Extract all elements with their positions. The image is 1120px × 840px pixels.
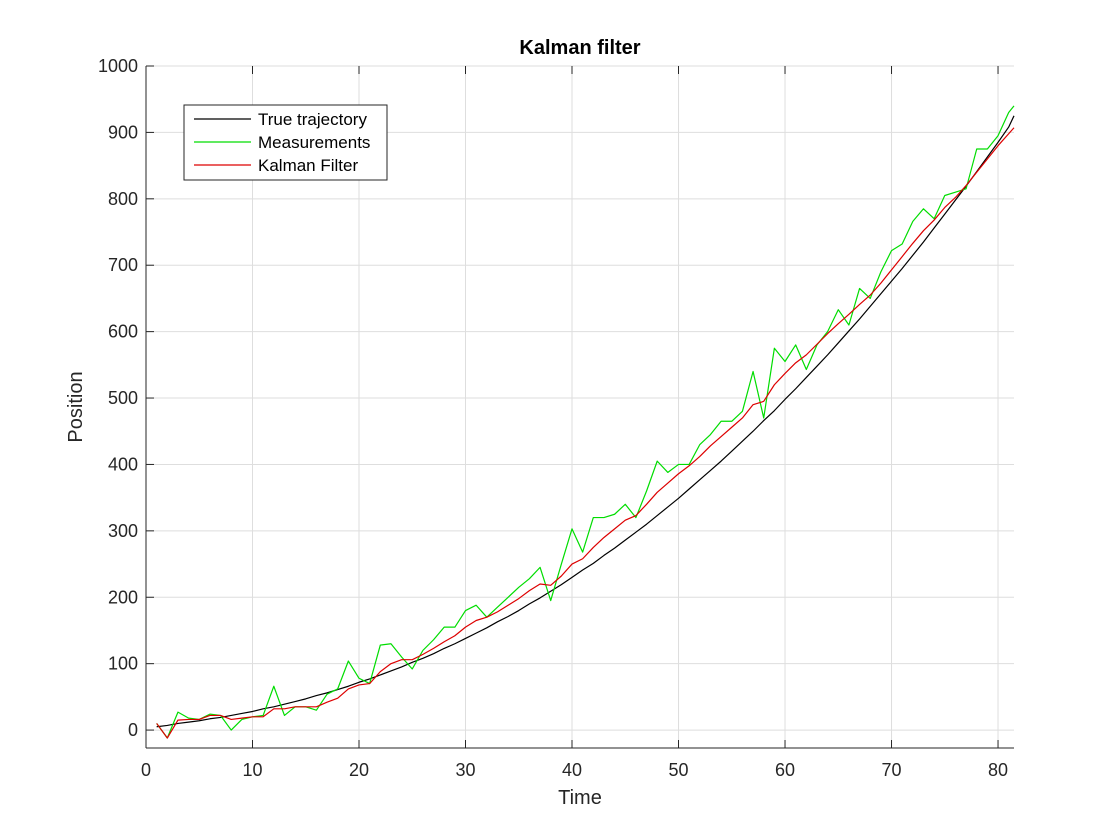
x-axis-label: Time <box>558 787 602 809</box>
y-tick-label: 500 <box>108 388 138 408</box>
tick-labels: 0 10 20 30 40 50 60 70 8001002003004005006007008… <box>98 56 1008 780</box>
chart-title: Kalman filter <box>519 37 640 59</box>
x-tick-label: 20 <box>349 760 369 780</box>
y-tick-label: 700 <box>108 255 138 275</box>
y-tick-label: 400 <box>108 454 138 474</box>
y-tick-label: 600 <box>108 322 138 342</box>
legend-entry-label: Measurements <box>258 133 370 152</box>
x-tick-label: 30 <box>455 760 475 780</box>
y-tick-label: 100 <box>108 654 138 674</box>
legend-entry-label: True trajectory <box>258 110 367 129</box>
legend: True trajectory Measurements Kalman Filter <box>183 104 388 181</box>
x-tick-label: 60 <box>775 760 795 780</box>
series-layer <box>156 105 1015 739</box>
y-axis-label: Position <box>65 371 87 442</box>
series-line-true-trajectory <box>156 115 1015 728</box>
x-tick-label: 40 <box>562 760 582 780</box>
x-tick-label: 0 <box>141 760 151 780</box>
series-line-kalman-filter <box>156 127 1015 739</box>
y-tick-label: 300 <box>108 521 138 541</box>
legend-entry-label: Kalman Filter <box>258 156 358 175</box>
y-tick-label: 1000 <box>98 56 138 76</box>
y-tick-label: 800 <box>108 189 138 209</box>
x-tick-label: 50 <box>668 760 688 780</box>
x-tick-label: 10 <box>242 760 262 780</box>
y-tick-label: 900 <box>108 122 138 142</box>
y-tick-label: 200 <box>108 587 138 607</box>
x-tick-label: 70 <box>882 760 902 780</box>
x-tick-label: 80 <box>988 760 1008 780</box>
y-tick-label: 0 <box>128 720 138 740</box>
axes <box>145 65 1014 749</box>
